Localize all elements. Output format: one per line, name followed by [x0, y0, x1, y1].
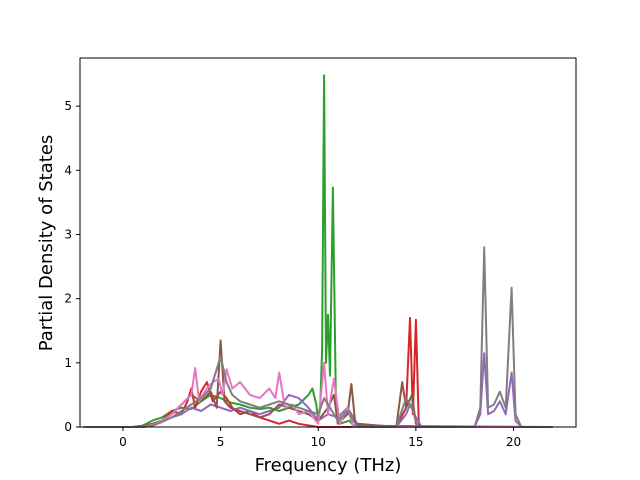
x-axis-ticks: 0 5 10 15 20	[119, 427, 521, 449]
y-tick-label: 2	[64, 292, 72, 306]
x-tick-label: 0	[119, 435, 127, 449]
series-layer	[83, 74, 553, 428]
x-tick-label: 10	[311, 435, 326, 449]
series-line-5	[83, 361, 553, 428]
x-tick-label: 20	[506, 435, 521, 449]
series-line-6	[83, 246, 553, 428]
y-tick-label: 3	[64, 227, 72, 241]
y-tick-label: 5	[64, 99, 72, 113]
x-tick-label: 5	[217, 435, 225, 449]
x-axis-label: Frequency (THz)	[255, 455, 402, 476]
y-axis-ticks: 0 1 2 3 4 5	[64, 99, 80, 434]
x-tick-label: 15	[408, 435, 423, 449]
y-tick-label: 1	[64, 356, 72, 370]
y-tick-label: 0	[64, 420, 72, 434]
y-axis-label: Partial Density of States	[36, 135, 57, 352]
y-tick-label: 4	[64, 163, 72, 177]
plot-frame	[79, 57, 577, 428]
series-line-3	[83, 352, 553, 428]
